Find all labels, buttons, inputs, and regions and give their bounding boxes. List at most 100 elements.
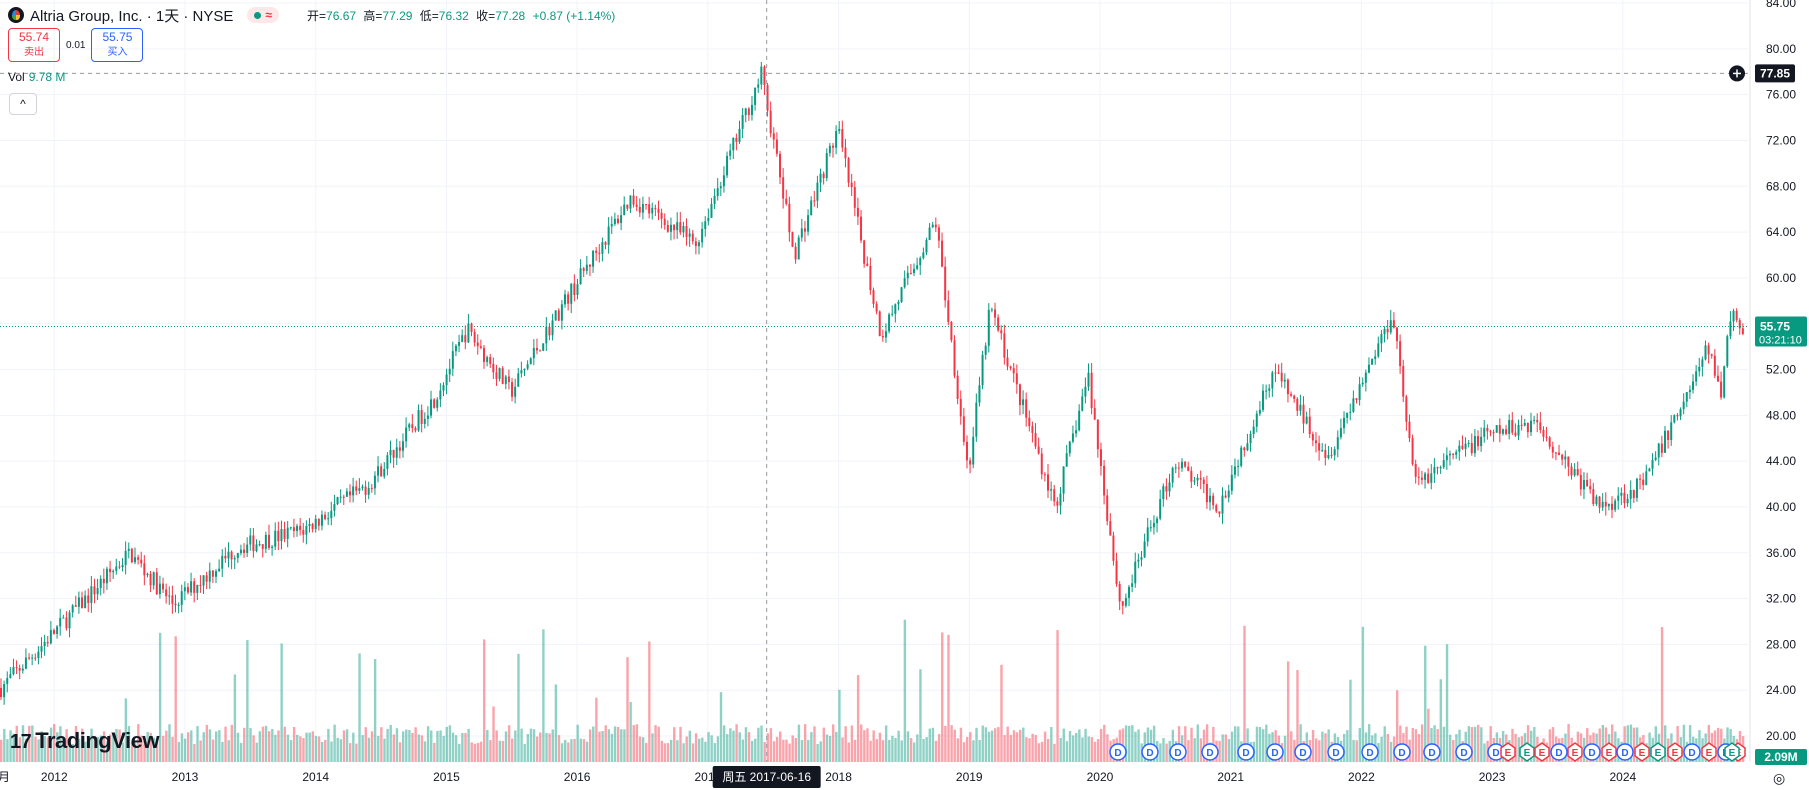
volume-bar (785, 739, 788, 762)
dividend-marker-icon (1683, 743, 1701, 761)
spread-value: 0.01 (66, 39, 86, 51)
candle-body (1592, 489, 1595, 505)
candle-body (127, 548, 130, 551)
volume-bar (707, 732, 710, 762)
candle-body (208, 570, 211, 582)
settings-icon[interactable]: ◎ (1773, 770, 1786, 786)
volume-bar (1025, 737, 1028, 762)
candle-body (373, 475, 376, 489)
candle-body (1673, 415, 1676, 423)
volume-bar (1411, 727, 1414, 762)
candle-body (779, 153, 782, 178)
event-markers[interactable]: DDDDDDDDDDDDDEEEDEDEDEEEDEDEE (1109, 742, 1746, 762)
time-tick-label: 月 (0, 770, 10, 784)
candle-body (52, 630, 55, 634)
candle-body (1629, 490, 1632, 499)
candle-body (529, 358, 532, 365)
candle-body (317, 518, 320, 526)
symbol-title[interactable]: Altria Group, Inc. · 1天 · NYSE (30, 7, 234, 25)
volume-bar (1262, 729, 1265, 762)
candle-body (916, 265, 919, 269)
candle-body (1424, 473, 1427, 480)
candle-body (1374, 356, 1377, 360)
volume-bar (688, 730, 692, 762)
volume-bar (953, 729, 956, 762)
earnings-marker-icon (1567, 742, 1583, 762)
candle-body (1498, 425, 1501, 434)
volume-bar (464, 733, 467, 762)
volume-bar (352, 732, 355, 762)
candle-body (271, 546, 274, 548)
volume-bar (641, 737, 645, 762)
candle-body (1433, 467, 1436, 474)
candle-body (713, 196, 716, 204)
candle-body (467, 323, 470, 343)
volume-legend[interactable]: Vol 9.78 M (8, 70, 65, 84)
candle-body (819, 173, 822, 183)
volume-bar (838, 689, 841, 762)
candle-body (579, 268, 582, 285)
candle-body (1467, 442, 1470, 444)
candle-body (1009, 366, 1012, 369)
candle-body (953, 340, 956, 376)
volume-bar (1224, 734, 1228, 762)
candle-body (77, 597, 80, 607)
volume-bar (473, 743, 477, 762)
volume-bar (292, 726, 296, 762)
price-tick-label: 24.00 (1766, 683, 1796, 697)
candle-body (863, 240, 866, 264)
market-status-pill[interactable]: ≈ (247, 7, 279, 23)
candle-body (1128, 586, 1131, 598)
volume-bar (669, 739, 673, 762)
buy-button[interactable]: 55.75 买入 (91, 28, 144, 62)
candle-body (1723, 366, 1726, 398)
price-tick-label: 44.00 (1766, 454, 1796, 468)
volume-bar (856, 675, 860, 762)
volume-bar (211, 739, 215, 762)
volume-bar (93, 736, 96, 762)
volume-bar (1286, 661, 1290, 762)
candle-body (1461, 445, 1464, 449)
candle-body (87, 595, 90, 603)
collapse-legend-button[interactable]: ^ (9, 93, 37, 115)
volume-bar (517, 653, 520, 762)
candle-body (461, 335, 464, 342)
candle-body (1545, 436, 1548, 438)
volume-bar (401, 731, 405, 762)
volume-bar (367, 737, 371, 762)
volume-bar (947, 634, 950, 762)
candle-body (1003, 333, 1006, 358)
candle-body (34, 657, 37, 659)
event-marker-label: D (1588, 748, 1595, 759)
candle-body (813, 200, 816, 202)
price-tick-label: 76.00 (1766, 88, 1796, 102)
time-axis[interactable]: 月 2012 2013 2014 2015 2016 2017 2018 2019 2020 202… (0, 766, 1636, 788)
candle-body (451, 351, 454, 369)
candle-body (243, 549, 246, 554)
volume-bar (657, 726, 660, 762)
volume-bar (881, 740, 885, 762)
volume-bar (962, 742, 966, 762)
candle-body (694, 241, 697, 247)
volume-bar (694, 733, 698, 762)
candle-body (423, 418, 426, 424)
candle-body (215, 571, 218, 577)
volume-bar (722, 725, 726, 762)
tradingview-logo[interactable]: 17 TradingView (10, 728, 159, 754)
candle-body (514, 386, 517, 397)
price-axis[interactable]: 84.0080.0076.0072.0068.0064.0060.0056.00… (1755, 0, 1807, 765)
volume-bar (822, 727, 826, 762)
candle-body (1523, 422, 1526, 426)
sell-button[interactable]: 55.74 卖出 (8, 28, 60, 62)
candle-body (1408, 421, 1411, 439)
candle-body (3, 684, 6, 698)
candle-body (1168, 482, 1171, 492)
candle-body (395, 447, 398, 458)
candle-body (1293, 395, 1296, 399)
candle-body (769, 110, 772, 134)
volume-bar (121, 742, 124, 762)
candle-body (520, 370, 523, 374)
volume-bar (1053, 743, 1056, 762)
candle-body (115, 566, 118, 571)
